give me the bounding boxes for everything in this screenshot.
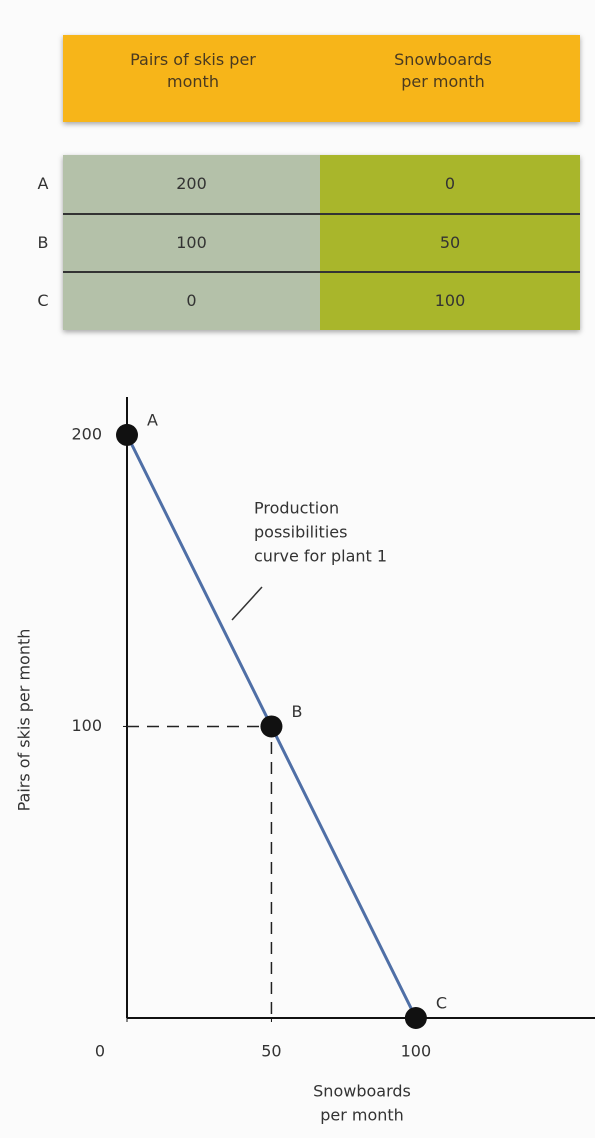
cell: 100 xyxy=(320,272,580,330)
row-separator xyxy=(63,271,580,273)
annotation: curve for plant 1 xyxy=(254,547,387,566)
table-row: B 100 50 xyxy=(38,213,580,272)
point-label: C xyxy=(436,994,447,1013)
x-tick-label: 50 xyxy=(261,1042,281,1061)
header-cell: Pairs of skis per month xyxy=(130,50,256,91)
annotation-leader xyxy=(231,586,263,621)
annotation: possibilities xyxy=(254,523,347,542)
header-cell: Snowboards per month xyxy=(394,50,492,91)
cell: 200 xyxy=(63,155,320,213)
row-label: C xyxy=(37,291,49,310)
x-axis-label: Snowboards xyxy=(313,1082,411,1101)
annotation: Production xyxy=(254,499,339,518)
table-header: Pairs of skis per month Snowboards per m… xyxy=(63,35,580,122)
y-tick-label: 200 xyxy=(71,424,102,443)
cell: 50 xyxy=(320,213,580,272)
row-separator xyxy=(63,212,580,215)
y-axis-label: Pairs of skis per month xyxy=(15,629,34,812)
x-tick-label: 0 xyxy=(95,1042,105,1061)
x-tick-label: 100 xyxy=(401,1042,432,1061)
cell: 0 xyxy=(320,155,580,213)
table-row: A 200 0 xyxy=(38,155,580,213)
table-row: C 0 100 xyxy=(37,272,580,330)
reference-line xyxy=(127,725,273,1018)
cell: 100 xyxy=(63,213,320,272)
point xyxy=(116,423,138,446)
point xyxy=(404,1007,427,1029)
cell: 0 xyxy=(63,272,320,330)
x-axis-label: per month xyxy=(320,1106,404,1125)
point-label: A xyxy=(147,410,158,429)
table-body: A 200 0 B 100 50 C 0 100 xyxy=(37,155,580,330)
point xyxy=(260,715,283,738)
row-label: B xyxy=(37,232,49,252)
row-label: A xyxy=(37,174,49,193)
y-tick-label: 100 xyxy=(71,716,102,735)
point-label: B xyxy=(291,702,302,721)
